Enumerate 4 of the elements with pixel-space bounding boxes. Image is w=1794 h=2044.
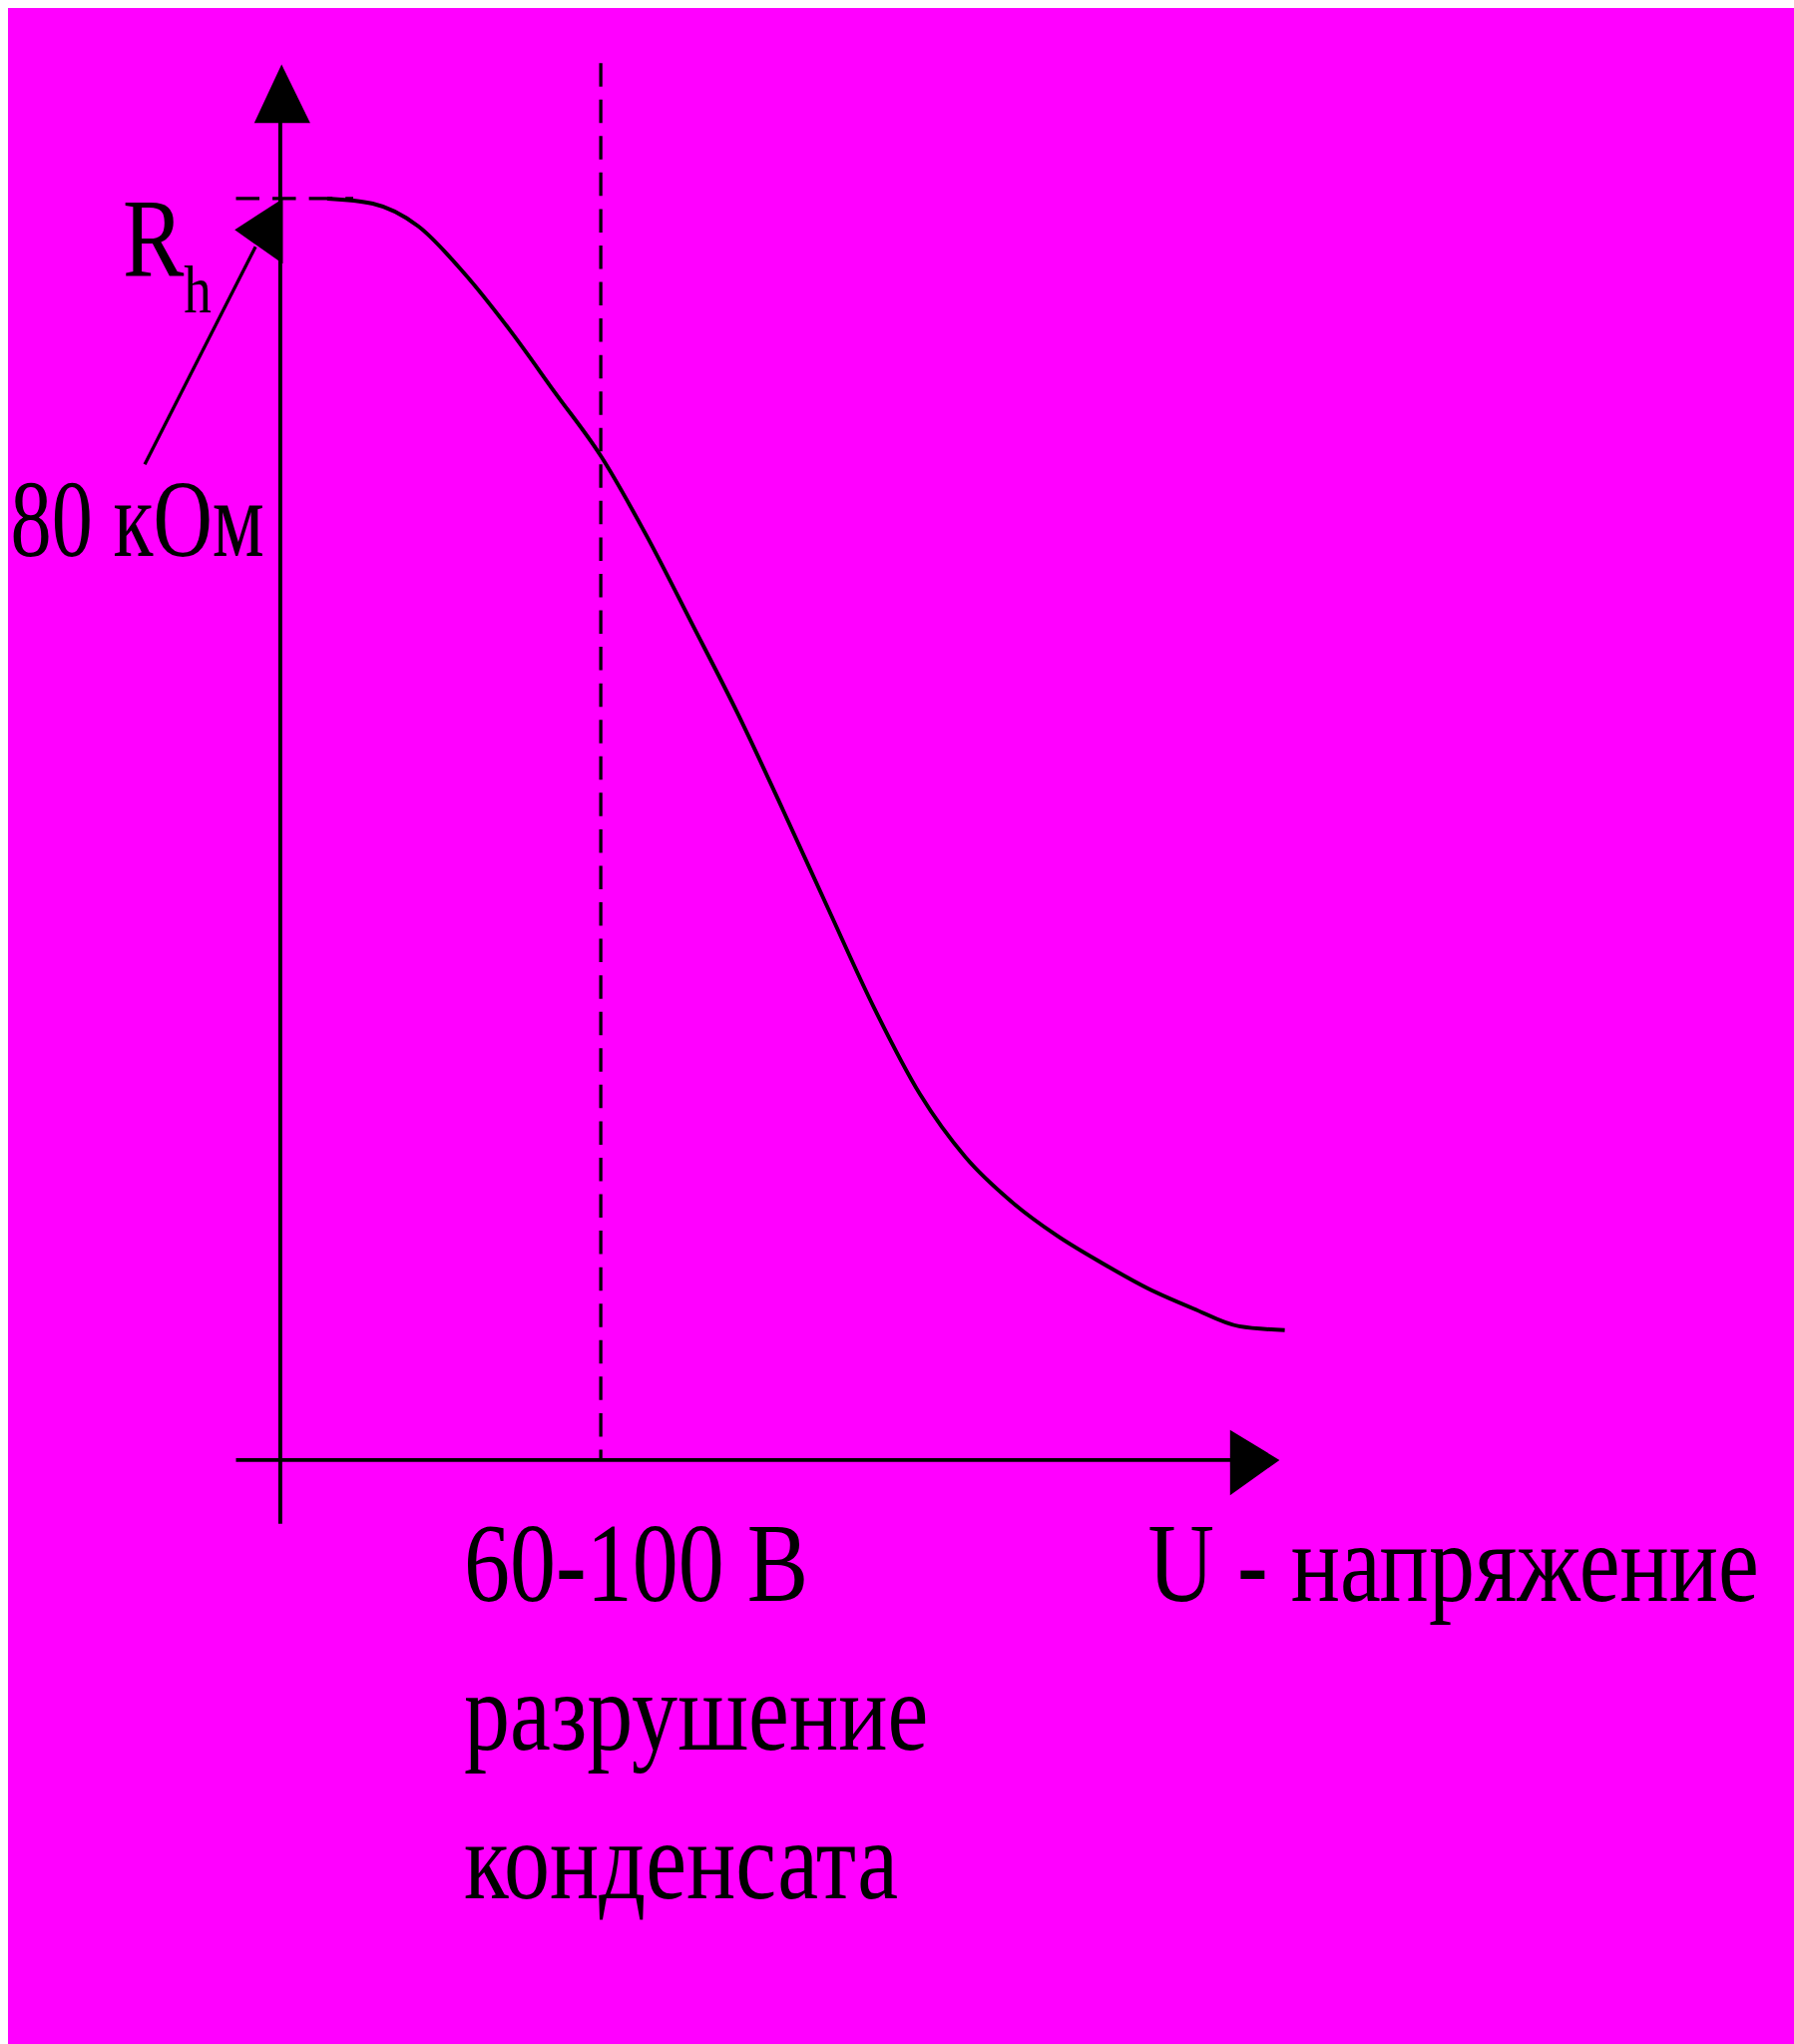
text: 60-100 В разрушение конденсата bbox=[464, 1501, 929, 1922]
text: 80 кОм bbox=[10, 458, 264, 580]
y-axis-title: R$_{h}$ bbox=[122, 176, 212, 327]
x-axis-title: U - напряжение bbox=[1147, 1501, 1759, 1625]
